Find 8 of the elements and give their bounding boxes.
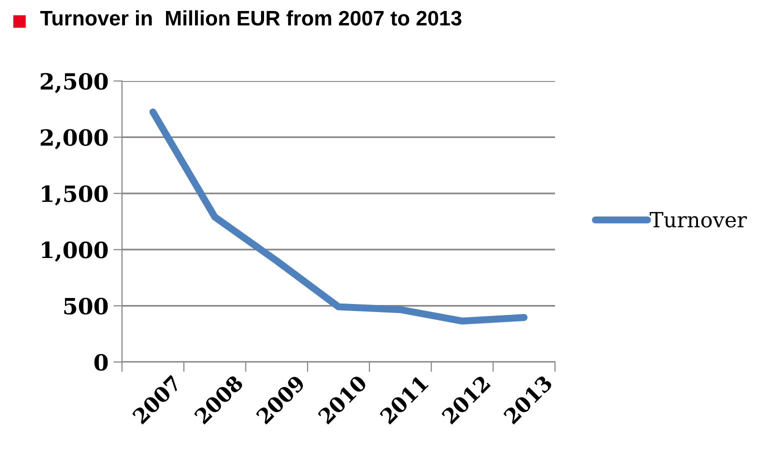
chart-title: Turnover in Million EUR from 2007 to 2013 bbox=[40, 10, 462, 26]
y-tick-label: 500 bbox=[64, 298, 108, 315]
legend-label: Turnover bbox=[650, 212, 747, 228]
y-tick-label: 1,500 bbox=[42, 185, 108, 206]
y-tick-label: 2,000 bbox=[40, 129, 108, 150]
y-tick-label: 2,500 bbox=[40, 72, 108, 94]
y-tick-label: 0 bbox=[94, 354, 108, 371]
y-tick-label: 1,000 bbox=[42, 242, 108, 262]
